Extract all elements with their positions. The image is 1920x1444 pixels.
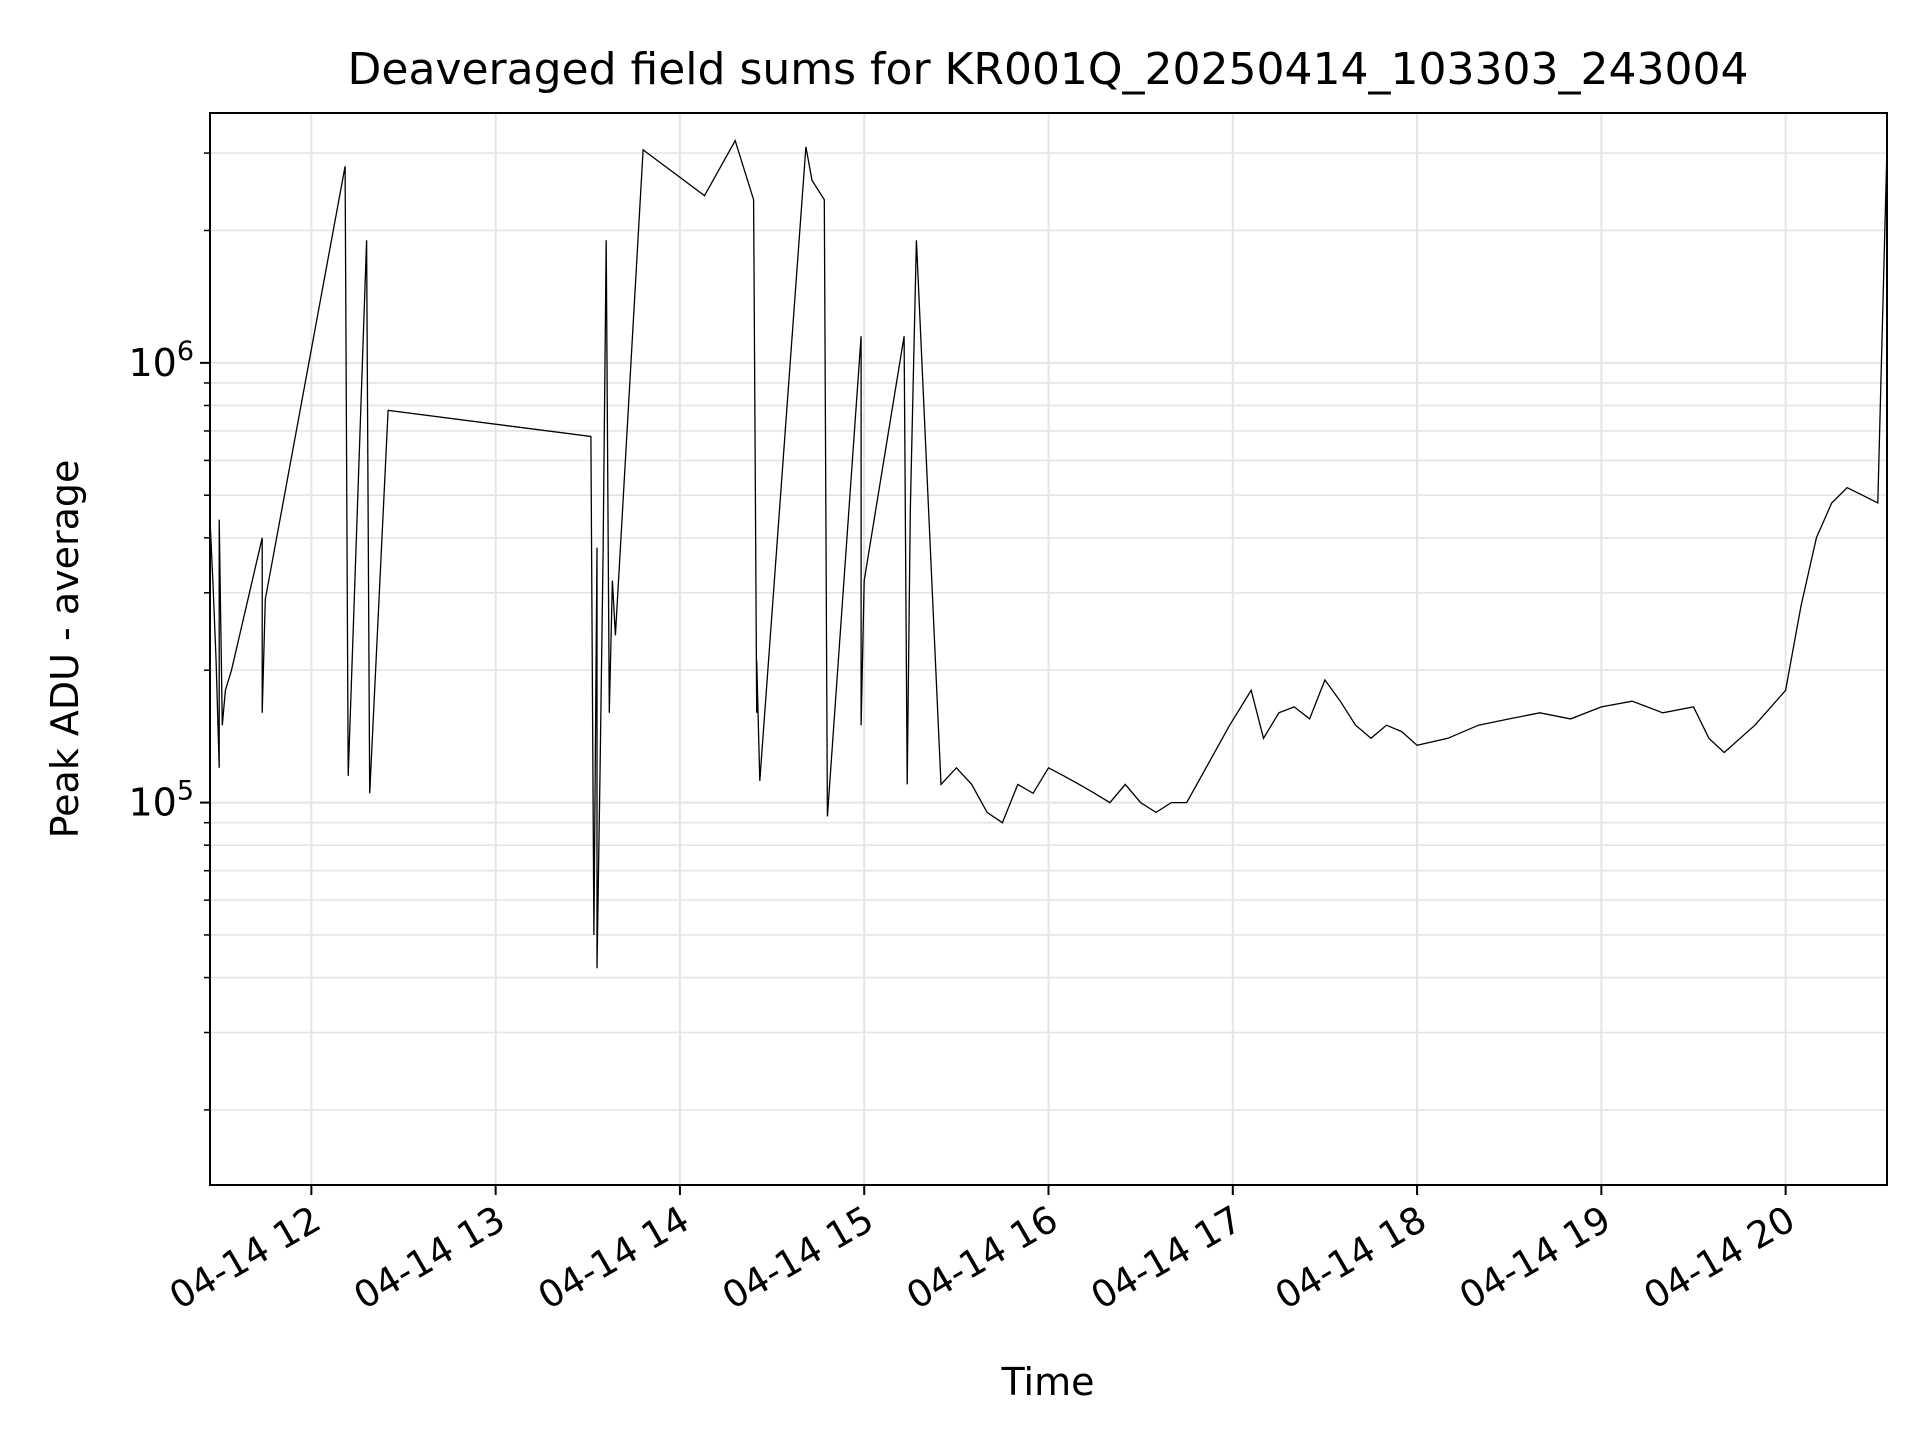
x-tick-label: 04-14 16 <box>899 1198 1065 1318</box>
x-axis: 04-14 12 04-14 13 04-14 14 04-14 15 04-14 16… <box>162 1185 1802 1318</box>
x-tick-label: 04-14 19 <box>1452 1198 1618 1318</box>
x-tick-label: 04-14 13 <box>347 1198 513 1318</box>
x-axis-label: Time <box>1001 1360 1095 1404</box>
plot-area <box>210 139 1887 969</box>
x-tick-label: 04-14 18 <box>1268 1198 1434 1318</box>
grid <box>210 113 1887 1185</box>
x-tick-label: 04-14 15 <box>715 1198 881 1318</box>
x-tick-label: 04-14 12 <box>162 1198 328 1318</box>
y-tick-label: 105 <box>128 776 194 825</box>
x-tick-label: 04-14 17 <box>1084 1198 1250 1318</box>
series-line <box>210 139 1887 969</box>
y-tick-label: 106 <box>128 336 194 385</box>
x-tick-label: 04-14 20 <box>1637 1198 1803 1318</box>
chart-title: Deaveraged field sums for KR001Q_2025041… <box>348 44 1749 95</box>
y-axis-label: Peak ADU - average <box>43 460 87 839</box>
y-axis: 105 106 <box>128 152 210 1111</box>
x-tick-label: 04-14 14 <box>531 1198 697 1318</box>
